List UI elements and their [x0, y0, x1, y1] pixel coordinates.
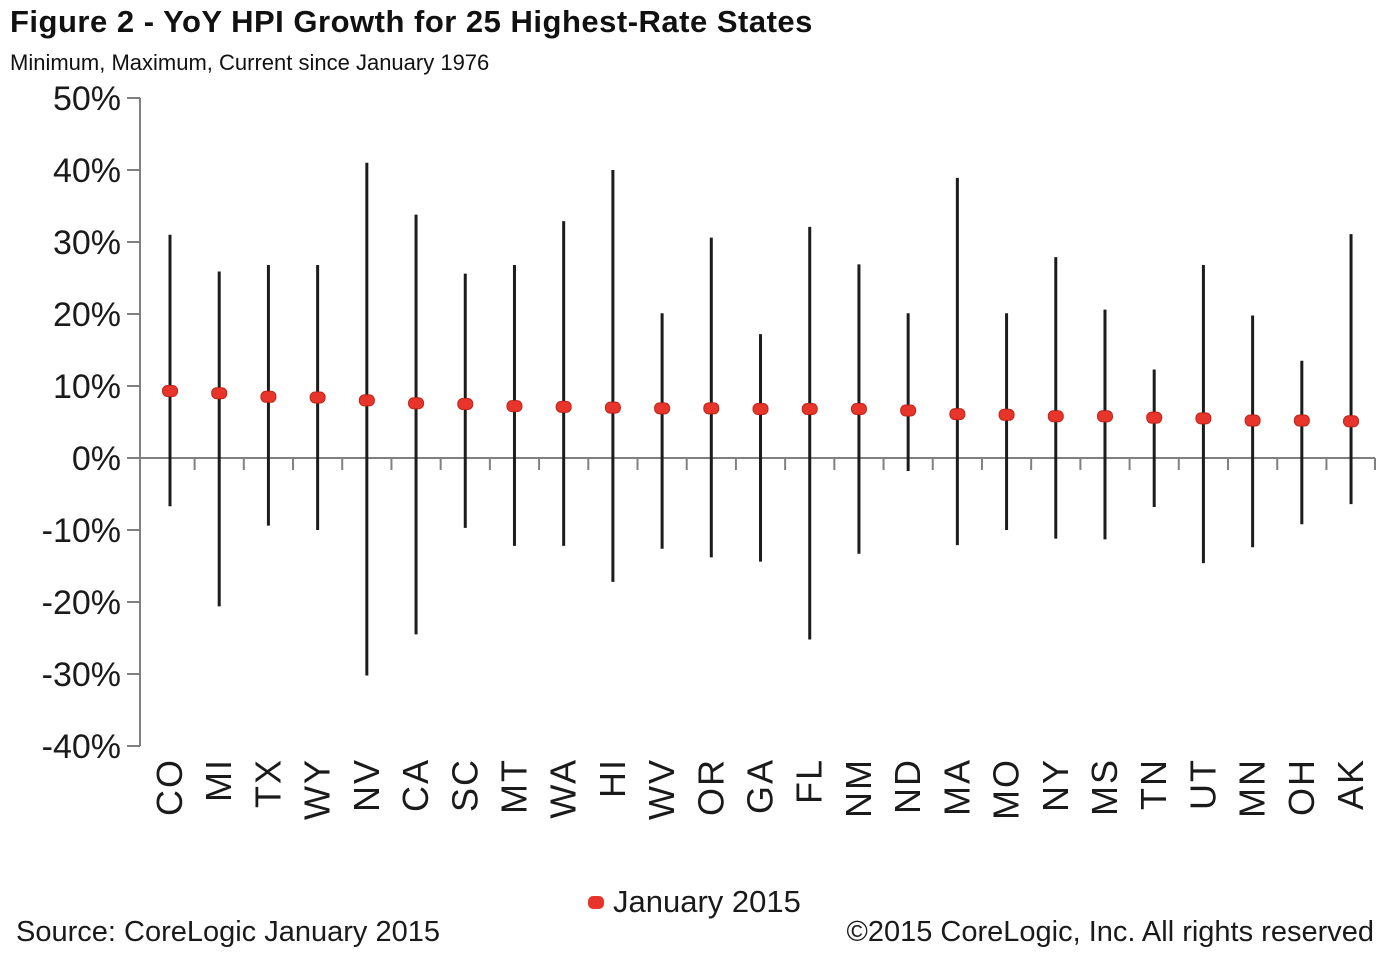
y-axis-label: -40%: [42, 728, 121, 766]
x-axis-label-mt: MT: [493, 758, 534, 814]
x-axis-label-wa: WA: [543, 758, 584, 819]
current-dot-nd: [900, 404, 917, 417]
y-axis-label: -10%: [42, 512, 121, 550]
current-dot-sc: [457, 398, 474, 410]
x-axis-label-mo: MO: [986, 758, 1027, 820]
current-dot-co: [162, 385, 178, 398]
current-dot-mt: [506, 400, 523, 413]
current-dot-mi: [211, 387, 228, 400]
current-dot-ca: [408, 397, 425, 410]
source-text: Source: CoreLogic January 2015: [16, 916, 440, 948]
current-dot-ak: [1343, 415, 1360, 428]
current-dot-nm: [850, 403, 867, 416]
y-axis-label: 40%: [53, 152, 121, 190]
y-axis-label: -30%: [42, 656, 121, 694]
x-axis-label-tx: TX: [247, 758, 288, 808]
x-axis-label-ga: GA: [740, 758, 781, 814]
y-axis-label: 0%: [72, 440, 121, 478]
x-axis-label-tn: TN: [1133, 758, 1174, 810]
legend-dot-icon: [588, 895, 604, 909]
current-dot-wv: [654, 402, 671, 415]
current-dot-or: [703, 402, 720, 415]
chart-subtitle: Minimum, Maximum, Current since January …: [10, 50, 490, 75]
x-axis-label-ny: NY: [1035, 758, 1076, 812]
x-axis-label-co: CO: [149, 758, 190, 816]
x-axis-label-nv: NV: [346, 758, 387, 812]
x-axis-label-oh: OH: [1281, 758, 1322, 816]
x-axis-label-mn: MN: [1232, 758, 1273, 818]
current-dot-tx: [260, 390, 277, 403]
current-dot-ms: [1096, 410, 1113, 423]
x-axis-label-sc: SC: [444, 758, 485, 812]
legend-label: January 2015: [613, 884, 801, 919]
x-axis-label-ms: MS: [1084, 758, 1125, 816]
current-dot-ny: [1047, 410, 1064, 423]
x-axis-label-nm: NM: [838, 758, 879, 818]
y-axis-label: 30%: [53, 224, 121, 262]
x-axis-label-or: OR: [690, 758, 731, 816]
x-axis-label-mi: MI: [198, 758, 239, 802]
current-dot-mn: [1244, 414, 1261, 427]
current-dot-hi: [604, 401, 621, 414]
x-axis-label-ca: CA: [395, 758, 436, 812]
current-dot-ga: [752, 403, 769, 416]
copyright-text: ©2015 CoreLogic, Inc. All rights reserve…: [846, 916, 1374, 948]
chart-title: Figure 2 - YoY HPI Growth for 25 Highest…: [10, 4, 813, 39]
y-axis-label: 20%: [53, 296, 121, 334]
x-axis-label-wv: WV: [641, 758, 682, 820]
current-dot-wy: [309, 391, 326, 404]
current-dot-ma: [949, 408, 966, 421]
y-axis-label: 10%: [53, 368, 121, 406]
current-dot-fl: [801, 403, 818, 416]
y-axis-label: 50%: [53, 80, 121, 118]
current-dot-oh: [1293, 414, 1310, 427]
current-dot-nv: [358, 394, 375, 407]
x-axis-label-ma: MA: [936, 758, 977, 816]
x-axis-label-nd: ND: [887, 758, 928, 814]
x-axis-label-ut: UT: [1182, 758, 1223, 810]
y-axis-label: -20%: [42, 584, 121, 622]
current-dot-ut: [1195, 412, 1212, 425]
current-dot-mo: [998, 408, 1015, 421]
x-axis-label-ak: AK: [1330, 758, 1371, 810]
x-axis-label-fl: FL: [789, 758, 830, 804]
x-axis-label-hi: HI: [592, 758, 633, 798]
x-axis-label-wy: WY: [297, 758, 338, 820]
current-dot-tn: [1146, 411, 1163, 424]
chart-legend: January 2015: [588, 884, 801, 920]
current-dot-wa: [555, 400, 572, 413]
